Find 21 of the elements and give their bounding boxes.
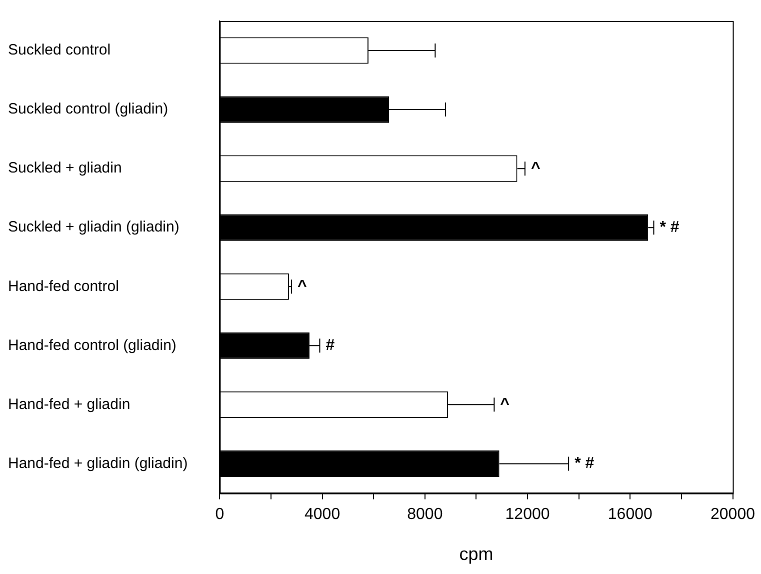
y-tick-label: Hand-fed control (gliadin): [8, 336, 176, 354]
annotation: ^: [500, 396, 510, 414]
y-tick-label: Hand-fed + gliadin (gliadin): [8, 454, 188, 472]
y-tick-label: Suckled + gliadin: [8, 160, 122, 177]
y-tick-label: Suckled control (gliadin): [8, 100, 168, 118]
annotation: ^: [298, 278, 307, 296]
annotation: * #: [660, 218, 680, 236]
y-tick-label: Suckled control: [8, 42, 111, 59]
x-tick-label: 20000: [710, 506, 756, 524]
y-tick-label: Suckled + gliadin (gliadin): [8, 218, 180, 236]
annotation: * #: [574, 455, 594, 472]
x-tick-label: 4000: [304, 506, 340, 524]
x-tick-label: 0: [215, 506, 224, 524]
annotation: #: [326, 337, 335, 354]
x-tick-label: 8000: [407, 506, 443, 524]
y-tick-label: Hand-fed control: [8, 278, 119, 295]
x-axis-title: cpm: [459, 544, 494, 564]
x-tick-label: 16000: [608, 506, 652, 524]
x-tick-label: 12000: [505, 506, 550, 524]
y-tick-label: Hand-fed + gliadin: [8, 396, 130, 413]
annotation: ^: [530, 160, 540, 177]
